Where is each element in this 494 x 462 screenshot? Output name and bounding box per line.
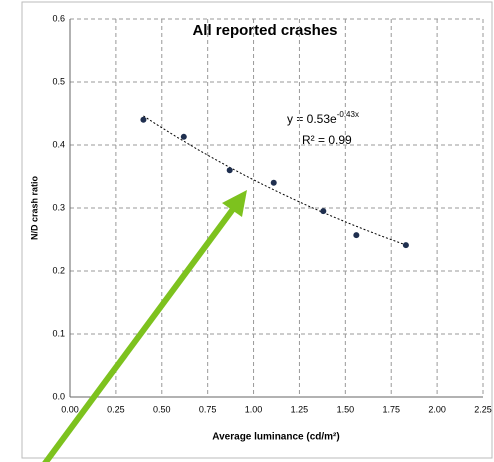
y-axis-label: N/D crash ratio bbox=[29, 175, 39, 240]
y-tick-label: 0.3 bbox=[52, 202, 65, 212]
x-tick-label: 1.00 bbox=[245, 404, 263, 414]
x-axis-label: Average luminance (cd/m²) bbox=[212, 432, 339, 443]
x-tick-label: 0.00 bbox=[61, 404, 79, 414]
arrow-head bbox=[222, 190, 247, 217]
data-point bbox=[226, 167, 233, 174]
data-point bbox=[140, 116, 147, 123]
x-tick-label: 0.25 bbox=[107, 404, 125, 414]
data-point bbox=[270, 179, 277, 186]
data-point bbox=[402, 242, 409, 249]
y-tick-label: 0.5 bbox=[52, 76, 65, 86]
x-tick-label: 0.75 bbox=[199, 404, 217, 414]
x-tick-label: 1.75 bbox=[382, 404, 400, 414]
data-point bbox=[320, 208, 327, 215]
equation-exponent: -0.43x bbox=[337, 110, 359, 119]
trend-equation: y = 0.53e-0.43x bbox=[287, 110, 359, 126]
y-tick-label: 0.1 bbox=[52, 328, 65, 338]
y-tick-label: 0.6 bbox=[52, 13, 65, 23]
arrow-shaft bbox=[42, 203, 239, 462]
chart-frame bbox=[21, 1, 493, 459]
y-tick-label: 0.4 bbox=[52, 139, 65, 149]
x-tick-label: 1.25 bbox=[291, 404, 309, 414]
data-point bbox=[353, 232, 360, 239]
y-tick-label: 0.2 bbox=[52, 265, 65, 275]
y-tick-label: 0.0 bbox=[52, 391, 65, 401]
x-tick-label: 1.50 bbox=[337, 404, 355, 414]
r-squared: R² = 0.99 bbox=[302, 133, 352, 147]
chart-title: All reported crashes bbox=[192, 22, 337, 39]
equation-base: y = 0.53e bbox=[287, 112, 337, 126]
data-point bbox=[180, 133, 187, 140]
x-tick-label: 2.25 bbox=[474, 404, 492, 414]
x-tick-label: 0.50 bbox=[153, 404, 171, 414]
x-tick-label: 2.00 bbox=[428, 404, 446, 414]
